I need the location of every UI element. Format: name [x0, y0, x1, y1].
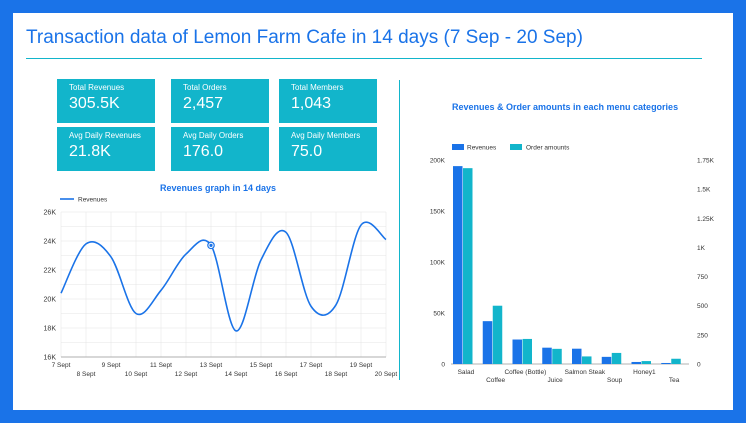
- bar-chart-x-tick: Salmon Steak: [565, 369, 606, 376]
- line-chart-x-tick: 15 Sept: [250, 362, 273, 369]
- bar-chart-x-tick: Juice: [548, 377, 564, 384]
- bar-revenues: [601, 356, 612, 364]
- kpi-value: 1,043: [291, 95, 332, 112]
- bar-revenues: [512, 339, 522, 364]
- line-chart-x-tick: 13 Sept: [200, 362, 223, 369]
- bar-order-amounts: [611, 352, 622, 364]
- bar-chart-legend-label-revenues: Revenues: [467, 145, 497, 152]
- bar-chart-x-tick: Coffee: [486, 377, 505, 384]
- kpi-label: Total Members: [291, 83, 344, 92]
- kpi-value: 305.5K: [69, 95, 120, 112]
- bar-revenues: [661, 362, 671, 364]
- bar-chart-x-tick: Salad: [458, 369, 475, 376]
- bar-chart-legend-swatch-orders: [510, 144, 522, 150]
- bar-chart-right-tick: 0: [697, 362, 701, 369]
- bar-chart-x-tick: Soup: [607, 377, 623, 384]
- kpi-label: Total Revenues: [69, 83, 125, 92]
- bar-revenues: [453, 166, 463, 364]
- bar-chart-x-tick: Honey1: [633, 369, 656, 376]
- bar-chart-left-tick: 100K: [430, 260, 446, 267]
- bar-chart-left-tick: 0: [441, 362, 445, 369]
- bar-chart-x-tick: Coffee (Bottle): [504, 369, 546, 376]
- kpi-card-avg-daily-revenues: Avg Daily Revenues 21.8K: [57, 127, 155, 171]
- kpi-value: 176.0: [183, 143, 224, 160]
- kpi-label: Avg Daily Members: [291, 131, 361, 140]
- kpi-card-avg-daily-members: Avg Daily Members 75.0: [279, 127, 377, 171]
- bar-order-amounts: [671, 358, 681, 364]
- line-chart-x-tick: 16 Sept: [275, 371, 298, 378]
- line-chart-y-tick: 18K: [44, 326, 57, 333]
- bar-chart-right-tick: 1.25K: [697, 216, 715, 223]
- line-chart-y-tick: 22K: [44, 268, 57, 275]
- line-chart-x-tick: 8 Sept: [77, 371, 96, 378]
- line-chart-y-tick: 26K: [44, 210, 57, 217]
- line-chart-y-tick: 16K: [44, 355, 57, 362]
- line-chart-x-tick: 10 Sept: [125, 371, 148, 378]
- bar-chart-left-tick: 50K: [433, 311, 445, 318]
- bar-revenues: [482, 321, 493, 364]
- kpi-card-avg-daily-orders: Avg Daily Orders 176.0: [171, 127, 269, 171]
- bar-order-amounts: [492, 305, 503, 364]
- bar-chart-right-tick: 1.75K: [697, 158, 715, 165]
- bar-order-amounts: [582, 356, 592, 364]
- line-chart-x-tick: 12 Sept: [175, 371, 198, 378]
- line-chart-title: Revenues graph in 14 days: [160, 183, 277, 193]
- kpi-card-total-revenues: Total Revenues 305.5K: [57, 79, 155, 123]
- kpi-label: Avg Daily Revenues: [69, 131, 141, 140]
- line-chart-x-tick: 18 Sept: [325, 371, 348, 378]
- kpi-card-total-members: Total Members 1,043: [279, 79, 377, 123]
- title-divider: [26, 58, 702, 59]
- line-chart-x-tick: 14 Sept: [225, 371, 248, 378]
- bar-chart-x-tick: Tea: [669, 377, 680, 384]
- page-title: Transaction data of Lemon Farm Cafe in 1…: [26, 27, 583, 48]
- kpi-value: 21.8K: [69, 143, 111, 160]
- bar-chart-right-tick: 250: [697, 332, 708, 339]
- kpi-value: 2,457: [183, 95, 224, 112]
- line-chart-y-tick: 24K: [44, 239, 57, 246]
- line-chart-y-tick: 20K: [44, 297, 57, 304]
- line-chart-x-tick: 17 Sept: [300, 362, 323, 369]
- bar-revenues: [542, 347, 552, 364]
- line-chart-series-revenues: [60, 221, 387, 332]
- bar-revenues: [572, 348, 582, 364]
- line-chart-legend-label: Revenues: [78, 197, 108, 204]
- bar-chart-right-tick: 1.5K: [697, 187, 711, 194]
- line-chart-x-tick: 20 Sept: [375, 371, 398, 378]
- bar-order-amounts: [552, 348, 562, 364]
- line-chart-x-tick: 19 Sept: [350, 362, 373, 369]
- line-chart-highlight-dot: [209, 243, 213, 247]
- line-chart-x-tick: 7 Sept: [52, 362, 71, 369]
- bar-order-amounts: [641, 361, 651, 364]
- bar-chart-legend-label-orders: Order amounts: [526, 145, 570, 152]
- bar-chart-right-tick: 750: [697, 274, 708, 281]
- bar-chart-right-tick: 500: [697, 303, 708, 310]
- bar-chart-legend-swatch-revenues: [452, 144, 464, 150]
- bar-order-amounts: [522, 338, 532, 364]
- kpi-label: Avg Daily Orders: [183, 131, 244, 140]
- bar-order-amounts: [463, 168, 473, 364]
- bar-chart-left-tick: 150K: [430, 209, 446, 216]
- bar-chart-left-tick: 200K: [430, 158, 446, 165]
- kpi-card-total-orders: Total Orders 2,457: [171, 79, 269, 123]
- line-chart-x-tick: 11 Sept: [150, 362, 172, 369]
- bar-chart-title: Revenues & Order amounts in each menu ca…: [452, 102, 679, 112]
- bar-chart-right-tick: 1K: [697, 245, 706, 252]
- kpi-value: 75.0: [291, 143, 323, 160]
- kpi-label: Total Orders: [183, 83, 227, 92]
- line-chart-x-tick: 9 Sept: [102, 362, 121, 369]
- bar-revenues: [631, 361, 641, 364]
- section-divider: [399, 80, 400, 380]
